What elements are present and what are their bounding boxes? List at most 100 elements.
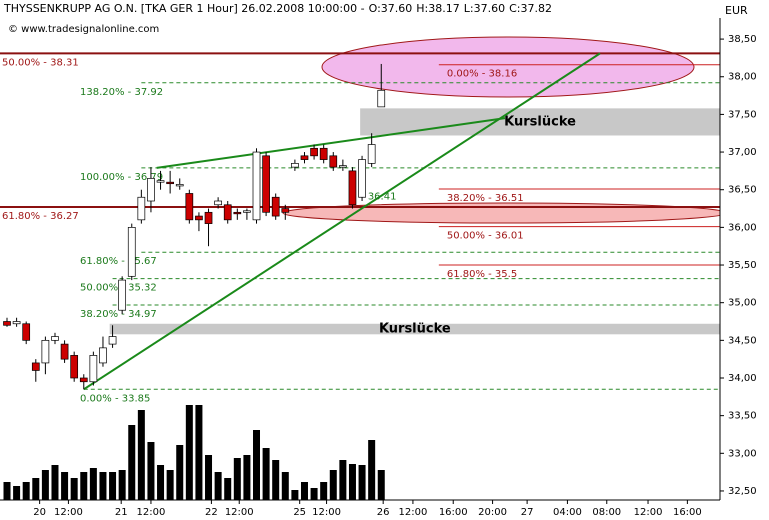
level-label: 61.80% - 35.67 [80, 256, 157, 267]
gap-zone [109, 323, 720, 335]
y-tick-label: 35,00 [728, 298, 757, 309]
volume-bar [243, 455, 251, 500]
x-tick-label: 16:00 [673, 507, 702, 518]
volume-bar [147, 442, 155, 500]
x-tick-label: 20 [33, 507, 46, 518]
ohlc-label: C:37.82 [509, 2, 552, 15]
candle-body [108, 336, 117, 345]
candle-body [185, 193, 194, 221]
candle-body [319, 147, 328, 160]
volume-bar [51, 465, 59, 500]
volume-bar [70, 478, 78, 500]
volume-bar [128, 425, 136, 500]
candle-body [127, 227, 136, 277]
candle-body [22, 323, 31, 341]
gap-label: Kurslücke [504, 114, 576, 129]
y-tick-label: 38,50 [728, 34, 757, 45]
volume-bar [310, 488, 318, 500]
level-label: 0.00% - 33.85 [80, 393, 150, 404]
candle-body [377, 89, 386, 108]
level-label: 0.00% - 38.16 [447, 69, 517, 80]
y-tick-label: 37,00 [728, 147, 757, 158]
x-tick-label: 26 [377, 507, 390, 518]
volume-bar [214, 472, 222, 500]
level-label: 50.00% - 36.01 [447, 231, 524, 242]
volume-bar [80, 472, 88, 500]
candle-body [70, 355, 79, 379]
x-tick-label: 16:00 [439, 507, 468, 518]
volume-bar [99, 472, 107, 500]
volume-bar [13, 486, 21, 500]
volume-bar [377, 470, 385, 500]
chart-title: THYSSENKRUPP AG O.N. [TKA GER 1 Hour] 26… [3, 2, 365, 15]
volume-bar [137, 410, 145, 500]
level-label: 61.80% - 36.27 [2, 211, 79, 222]
volume-bar [205, 455, 213, 500]
volume-bar [61, 472, 69, 500]
y-tick-label: 34,50 [728, 335, 757, 346]
ohlc-label: O:37.60 [369, 2, 413, 15]
candle-body [137, 196, 146, 221]
x-tick-label: 20:00 [478, 507, 507, 518]
y-tick-label: 37,50 [728, 109, 757, 120]
x-tick-label: 22 [205, 507, 218, 518]
candle-body [89, 355, 98, 383]
volume-bar [329, 470, 337, 500]
plot-area: Kurslücke Kurslücke 50.00% - 38.31 61.80% -… [0, 36, 720, 500]
volume-bar [348, 464, 356, 500]
volume-bar [300, 482, 308, 500]
volume-bar [281, 472, 289, 500]
x-tick-label: 12:00 [399, 507, 428, 518]
volume-bar [291, 490, 299, 500]
volume-bar [262, 448, 270, 500]
candle-body [252, 151, 261, 221]
volume-bar [109, 472, 117, 500]
x-tick-label: 21 [115, 507, 128, 518]
volume-bar [339, 460, 347, 500]
candle-body [358, 159, 366, 198]
y-tick-label: 32,50 [728, 486, 757, 497]
volume-bar [272, 460, 280, 500]
candle-body [271, 196, 280, 217]
trendline [156, 117, 506, 169]
highlight-ellipse [321, 36, 695, 98]
volume-bar [89, 468, 97, 500]
y-tick-label: 36,50 [728, 185, 757, 196]
candle-body [31, 362, 40, 371]
candle-body [223, 204, 232, 221]
y-tick-label: 34,00 [728, 373, 757, 384]
volume-bar [253, 430, 261, 500]
volume-bar [3, 482, 11, 500]
unit-label: EUR [725, 4, 748, 17]
candle-body [281, 208, 290, 213]
x-tick-label: 27 [521, 507, 534, 518]
candle-body [166, 181, 174, 185]
candle-body [51, 336, 59, 341]
volume-bar [157, 465, 165, 500]
gap-label: Kurslücke [379, 322, 451, 337]
candle-body [147, 178, 155, 202]
candle-body [41, 339, 50, 364]
candle-body [204, 211, 213, 224]
candle-body [243, 210, 251, 213]
x-tick-label: 04:00 [553, 507, 582, 518]
trendline [83, 52, 601, 391]
candle-body [60, 343, 69, 360]
y-tick-label: 38,00 [728, 72, 757, 83]
candle-body [310, 147, 318, 157]
annotation: 36.41 [368, 191, 397, 202]
candle-body [339, 165, 347, 168]
candle-body [156, 180, 165, 183]
candle-body [12, 321, 21, 325]
candle-body [329, 155, 338, 168]
level-label: 38.20% - 34.97 [80, 309, 157, 320]
x-tick-label: 12:00 [634, 507, 663, 518]
candle-body [233, 211, 242, 215]
volume-bar [233, 458, 241, 500]
volume-bar [368, 440, 376, 500]
volume-bar [32, 478, 40, 500]
candle-body [291, 163, 299, 168]
volume-bar [22, 482, 30, 500]
candle-body [348, 170, 357, 206]
